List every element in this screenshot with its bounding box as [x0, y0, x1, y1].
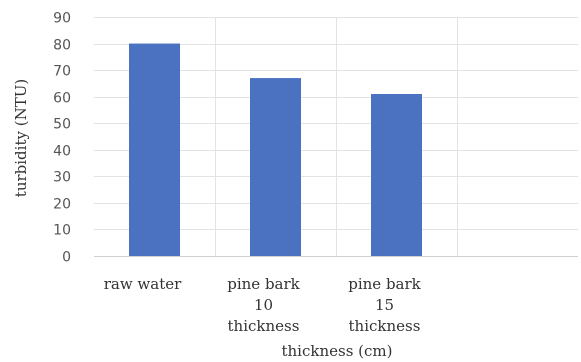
y-tick-label: 70: [53, 64, 71, 80]
y-tick-label: 10: [53, 223, 71, 239]
bar: [371, 94, 422, 256]
y-tick-label: 50: [53, 117, 71, 133]
y-tick-label: 60: [53, 91, 71, 107]
y-tick-label: 30: [53, 170, 71, 186]
y-tick-label: 80: [53, 38, 71, 54]
x-category-label: thickness: [349, 317, 421, 335]
y-axis-label: turbidity (NTU): [12, 79, 30, 197]
x-category-label: pine bark: [348, 275, 421, 293]
x-axis-label: thickness (cm): [281, 342, 392, 360]
bar: [129, 43, 180, 256]
x-category-label: 10: [254, 296, 273, 314]
x-category-label: pine bark: [227, 275, 300, 293]
y-tick-label: 20: [53, 197, 71, 213]
x-category-label: thickness: [228, 317, 300, 335]
y-tick-label: 40: [53, 144, 71, 160]
y-tick-label: 90: [53, 11, 71, 27]
y-tick-label: 0: [62, 250, 71, 266]
y-tick-labels: 0 10 20 30 40 50 60 70 80 90: [53, 11, 71, 266]
x-category-label: raw water: [104, 275, 182, 293]
bar: [250, 78, 301, 256]
x-category-labels: raw water pine bark 10 thickness pine bark 15…: [104, 275, 422, 335]
bars: [129, 43, 422, 256]
x-category-label: 15: [375, 296, 394, 314]
